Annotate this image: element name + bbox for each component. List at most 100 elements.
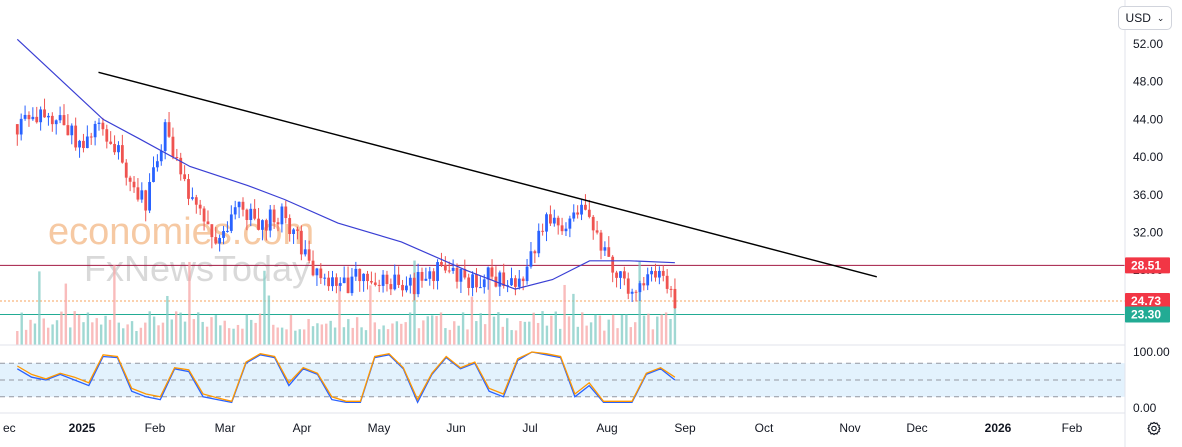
- moving-average-line[interactable]: [16, 38, 675, 290]
- volume-bar: [46, 327, 50, 345]
- volume-bar: [638, 261, 641, 345]
- candle-body: [591, 216, 595, 231]
- volume-bar: [294, 330, 297, 345]
- candle-body: [163, 122, 167, 151]
- volume-bar: [492, 316, 496, 345]
- oscillator-axis[interactable]: 100.00 0.00: [1133, 345, 1170, 415]
- volume-bar: [311, 326, 315, 345]
- volume-bar: [435, 315, 438, 345]
- candle-body: [194, 197, 198, 205]
- candle-body: [82, 140, 85, 149]
- candle-body: [584, 204, 587, 210]
- candle-body: [338, 283, 342, 286]
- trendline[interactable]: [98, 71, 877, 278]
- volume-bar: [152, 316, 156, 345]
- candle-body: [459, 268, 463, 282]
- candle-body: [23, 114, 27, 119]
- volume-bar: [386, 329, 390, 345]
- volume-bar: [607, 319, 610, 345]
- oscillator-pane[interactable]: [0, 351, 1125, 404]
- candle-body: [622, 271, 626, 279]
- volume-bar: [197, 312, 200, 345]
- candle-body: [595, 230, 599, 233]
- candle-body: [159, 150, 163, 162]
- candle-body: [568, 218, 572, 229]
- price-label-text: 23.30: [1131, 307, 1161, 321]
- candle-body: [436, 262, 439, 282]
- candle-body: [78, 140, 81, 148]
- watermark-line2: FxNewsToday: [84, 248, 310, 289]
- time-tick-label: 2026: [985, 421, 1012, 435]
- volume-bar: [38, 271, 41, 345]
- volume-bar: [250, 319, 253, 345]
- volume-bar: [117, 322, 121, 345]
- candle-body: [486, 267, 490, 280]
- candle-body: [669, 288, 673, 290]
- candle-body: [443, 264, 447, 271]
- candle-body: [233, 207, 237, 215]
- volume-bar: [307, 319, 310, 345]
- volume-bar: [55, 320, 59, 345]
- volume-bar: [664, 312, 668, 345]
- candle-body: [210, 224, 214, 238]
- volume-bar: [391, 323, 394, 345]
- volume-bar: [86, 312, 90, 345]
- candle-body: [401, 284, 404, 291]
- volume-bar: [192, 319, 196, 345]
- volume-bar: [422, 320, 425, 345]
- candle-body: [455, 267, 459, 282]
- candle-body: [517, 278, 521, 287]
- time-tick-label: Oct: [755, 421, 774, 435]
- candle-body: [327, 277, 331, 287]
- candle-body: [603, 247, 607, 251]
- candle-body: [475, 274, 478, 288]
- currency-selector[interactable]: USD ⌄: [1118, 6, 1172, 30]
- candle-body: [43, 109, 46, 118]
- candle-body: [148, 181, 151, 211]
- candle-body: [198, 204, 202, 209]
- volume-bar: [285, 329, 288, 345]
- candle-body: [366, 273, 369, 282]
- volume-bar: [60, 311, 63, 345]
- volume-bar: [91, 322, 94, 345]
- volume-bar: [99, 324, 103, 345]
- stochastic-d-line[interactable]: [16, 351, 676, 403]
- volume-bar: [360, 327, 363, 345]
- candle-body: [183, 174, 187, 180]
- candle-body: [257, 218, 260, 230]
- candle-body: [451, 267, 455, 271]
- volume-bar: [558, 328, 562, 345]
- candle-body: [510, 278, 513, 286]
- candle-body: [397, 274, 401, 285]
- volume-bar: [174, 311, 178, 345]
- volume-bar: [258, 313, 262, 345]
- candle-body: [342, 277, 346, 284]
- volume-bar: [395, 321, 399, 345]
- candle-body: [35, 116, 39, 123]
- candle-body: [393, 274, 397, 290]
- volume-bar: [408, 312, 412, 345]
- candle-body: [31, 116, 35, 120]
- price-pane[interactable]: [0, 38, 1125, 345]
- volume-bar: [201, 321, 204, 345]
- volume-bar: [506, 318, 509, 345]
- volume-bar: [439, 312, 443, 345]
- settings-button[interactable]: [1143, 418, 1165, 440]
- time-tick-label: Sep: [674, 421, 696, 435]
- candle-body: [268, 209, 272, 231]
- volume-bar: [603, 330, 606, 345]
- time-axis[interactable]: ec 2025 Feb Mar Apr May Jun Jul Aug Sep Oct Nov Dec 2…: [3, 421, 1083, 435]
- volume-bar: [532, 312, 535, 345]
- volume-bar: [444, 328, 447, 345]
- candle-body: [288, 218, 292, 235]
- candle-body: [155, 161, 159, 168]
- candle-body: [284, 206, 288, 219]
- candle-body: [377, 284, 381, 286]
- volume-bar: [364, 330, 368, 345]
- volume-bar: [205, 326, 209, 345]
- volume-bar: [64, 283, 68, 345]
- volume-bar: [263, 270, 266, 345]
- volume-bar: [400, 323, 403, 345]
- volume-bar: [236, 324, 240, 345]
